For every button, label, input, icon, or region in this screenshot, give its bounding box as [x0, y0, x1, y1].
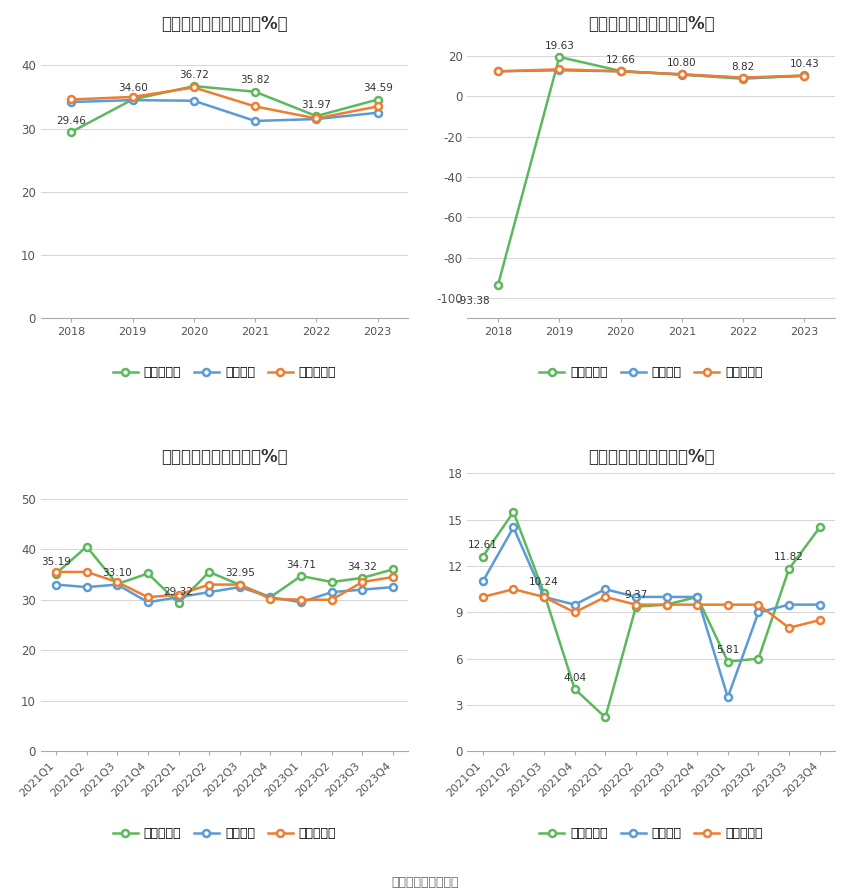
Legend: 公司毛利率, 行业均值, 行业中位数: 公司毛利率, 行业均值, 行业中位数	[108, 361, 342, 384]
Text: 5.81: 5.81	[717, 645, 740, 655]
Text: 34.60: 34.60	[117, 83, 147, 93]
Text: 31.97: 31.97	[302, 100, 332, 109]
Text: 9.37: 9.37	[624, 590, 648, 601]
Text: 29.46: 29.46	[56, 116, 86, 125]
Title: 季度毛利率变化情况（%）: 季度毛利率变化情况（%）	[162, 449, 288, 466]
Text: 29.32: 29.32	[163, 587, 194, 597]
Title: 季度净利率变化情况（%）: 季度净利率变化情况（%）	[588, 449, 715, 466]
Text: 34.71: 34.71	[286, 560, 316, 570]
Legend: 公司毛利率, 行业均值, 行业中位数: 公司毛利率, 行业均值, 行业中位数	[108, 822, 342, 845]
Text: 34.32: 34.32	[348, 562, 377, 571]
Text: 8.82: 8.82	[732, 62, 755, 72]
Legend: 公司净利率, 行业均值, 行业中位数: 公司净利率, 行业均值, 行业中位数	[535, 361, 768, 384]
Text: 36.72: 36.72	[178, 69, 209, 80]
Text: 12.66: 12.66	[606, 54, 636, 65]
Text: -93.38: -93.38	[456, 296, 490, 306]
Text: 35.19: 35.19	[41, 557, 71, 567]
Text: 12.61: 12.61	[468, 540, 498, 550]
Text: 10.80: 10.80	[667, 59, 697, 69]
Text: 34.59: 34.59	[363, 83, 393, 93]
Text: 32.95: 32.95	[225, 569, 255, 578]
Text: 33.10: 33.10	[102, 568, 132, 578]
Text: 数据来源：恒生聚源: 数据来源：恒生聚源	[391, 876, 459, 888]
Text: 4.04: 4.04	[563, 673, 586, 683]
Text: 10.43: 10.43	[790, 59, 819, 69]
Text: 10.24: 10.24	[530, 577, 559, 587]
Text: 35.82: 35.82	[241, 76, 270, 85]
Title: 历年毛利率变化情况（%）: 历年毛利率变化情况（%）	[162, 15, 288, 33]
Text: 11.82: 11.82	[774, 553, 804, 562]
Text: 19.63: 19.63	[545, 41, 575, 51]
Legend: 公司净利率, 行业均值, 行业中位数: 公司净利率, 行业均值, 行业中位数	[535, 822, 768, 845]
Title: 历年净利率变化情况（%）: 历年净利率变化情况（%）	[588, 15, 715, 33]
